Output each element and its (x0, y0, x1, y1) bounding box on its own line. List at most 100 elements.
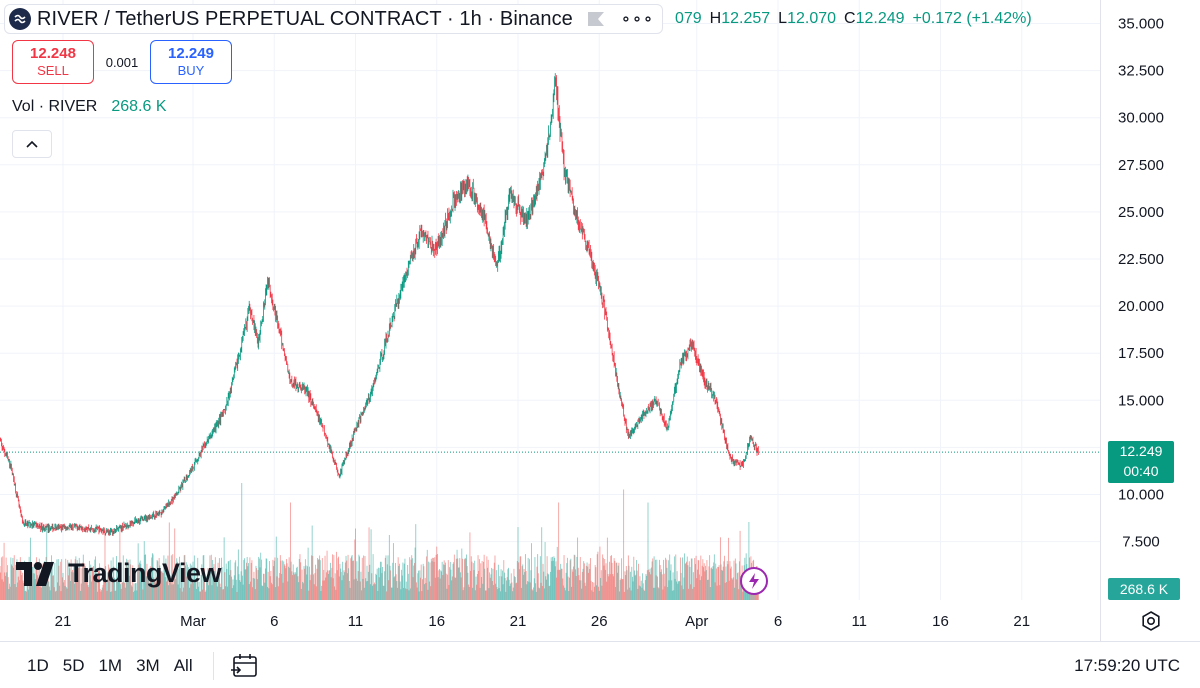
volume-bar (191, 565, 193, 600)
volume-bar (705, 570, 707, 600)
volume-bar (518, 569, 520, 600)
volume-bar (434, 557, 436, 600)
buy-price: 12.249 (168, 45, 214, 62)
volume-bar (325, 572, 327, 600)
volume-bar (114, 577, 115, 600)
volume-bar (451, 576, 453, 600)
volume-bar (264, 582, 266, 600)
volume-bar (730, 568, 732, 600)
volume-bar (667, 560, 669, 600)
volume-bar (236, 591, 238, 600)
volume-bar (228, 560, 230, 600)
time-tick-label: 21 (510, 613, 527, 630)
volume-bar (386, 564, 388, 600)
volume-bar (323, 569, 325, 600)
volume-bar (152, 554, 154, 600)
volume-bar (306, 574, 308, 600)
goto-date-icon[interactable] (230, 653, 258, 679)
volume-bar (287, 581, 289, 600)
volume-bar (477, 555, 479, 600)
volume-bar (51, 555, 52, 600)
volume-bar (199, 591, 201, 600)
last-price-value: 12.249 (1119, 443, 1163, 459)
volume-bar (315, 586, 317, 600)
lightning-icon[interactable] (740, 567, 768, 595)
volume-bar (188, 569, 190, 600)
symbol-title[interactable]: RIVER / TetherUS PERPETUAL CONTRACT · 1h… (37, 7, 573, 30)
volume-bar (96, 575, 98, 600)
volume-bar (304, 568, 306, 600)
volume-bar (694, 563, 696, 600)
volume-bar (635, 574, 637, 600)
volume-bar (90, 564, 92, 600)
volume-bar (722, 570, 723, 600)
volume-bar (510, 583, 512, 600)
volume-bar (478, 570, 480, 600)
volume-bar (103, 576, 105, 600)
volume-bar (340, 571, 342, 600)
tradingview-logo[interactable]: TradingView (16, 558, 222, 589)
volume-bar (15, 564, 17, 600)
volume-bar (536, 566, 538, 600)
volume-bar (562, 585, 564, 600)
volume-bar (48, 581, 50, 600)
volume-bar (351, 555, 353, 600)
volume-bar (603, 565, 605, 600)
range-3m-button[interactable]: 3M (136, 656, 160, 675)
volume-bar (11, 565, 13, 600)
volume-bar (470, 570, 472, 600)
volume-bar (99, 588, 101, 600)
volume-bar (254, 578, 256, 600)
volume-bar (501, 576, 503, 600)
volume-bar (367, 571, 369, 600)
chart-canvas[interactable]: 35.000 32.500 30.000 27.500 25.000 22.500 20.0… (0, 0, 1200, 641)
volume-bar (219, 583, 221, 600)
buy-button[interactable]: 12.249 BUY (150, 40, 232, 84)
volume-bar (371, 585, 373, 600)
chevron-up-icon (26, 140, 38, 148)
volume-bar (56, 559, 58, 600)
volume-bar (38, 583, 40, 600)
volume-bar (67, 560, 69, 600)
volume-bar (174, 528, 176, 600)
volume-bar (680, 572, 682, 600)
utc-clock[interactable]: 17:59:20 UTC (1074, 656, 1180, 675)
volume-bar (545, 576, 547, 600)
volume-bar (323, 580, 325, 600)
volume-bar (164, 570, 166, 600)
sell-button[interactable]: 12.248 SELL (12, 40, 94, 84)
gear-icon[interactable] (1140, 610, 1162, 632)
volume-bar (699, 574, 700, 600)
volume-bar (554, 566, 556, 600)
volume-bar (610, 555, 612, 600)
volume-bar (86, 578, 88, 600)
volume-bar (337, 558, 339, 600)
volume-bar (202, 555, 204, 600)
volume-bar (176, 561, 178, 600)
volume-bar (432, 558, 434, 600)
volume-bar (137, 543, 139, 600)
volume-bar (715, 568, 717, 600)
range-all-button[interactable]: All (173, 656, 193, 675)
volume-bar (34, 573, 36, 600)
range-5d-button[interactable]: 5D (62, 656, 85, 675)
volume-bar (389, 565, 391, 600)
volume-bar (322, 580, 324, 600)
volume-bar (51, 561, 53, 600)
volume-bar (55, 590, 57, 600)
volume-bar (610, 555, 612, 600)
symbol-box[interactable]: RIVER / TetherUS PERPETUAL CONTRACT · 1h… (4, 4, 663, 34)
volume-bar (128, 575, 130, 600)
more-menu-icon[interactable]: ∘∘∘ (620, 11, 654, 28)
volume-legend[interactable]: Vol · RIVER 268.6 K (12, 98, 167, 116)
range-1d-button[interactable]: 1D (27, 656, 49, 675)
volume-bar (273, 560, 275, 600)
volume-bar (33, 564, 35, 600)
volume-bar (237, 566, 239, 600)
volume-bar (25, 591, 27, 600)
range-1m-button[interactable]: 1M (98, 656, 123, 675)
collapse-legend-button[interactable] (12, 130, 52, 158)
volume-bar (428, 581, 430, 600)
volume-bar (644, 580, 646, 600)
volume-bar (394, 562, 396, 600)
